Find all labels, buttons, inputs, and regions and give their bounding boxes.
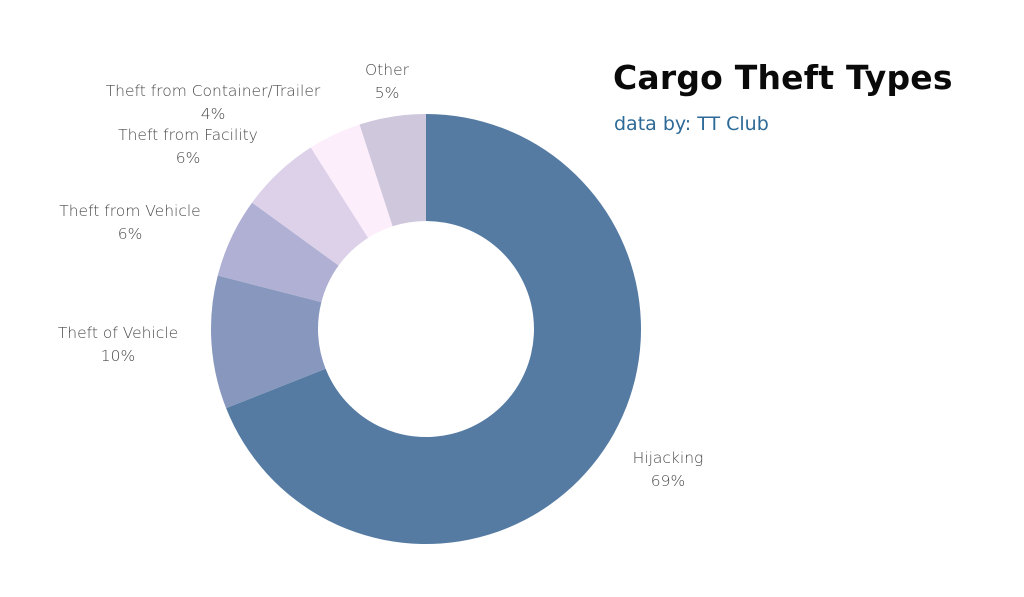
donut-slices xyxy=(211,114,641,544)
slice-category-label: Theft from Facility xyxy=(118,126,258,144)
slice-theft-from-vehicle xyxy=(217,202,339,303)
slice-label-theft-of-vehicle: Theft of Vehicle 10% xyxy=(58,324,178,365)
slice-value-label: 10% xyxy=(101,347,135,365)
slice-value-label: 6% xyxy=(176,149,201,167)
slice-theft-from-facility xyxy=(252,147,369,266)
slice-category-label: Other xyxy=(365,61,410,79)
slice-hijacking xyxy=(226,114,641,544)
slice-category-label: Theft from Vehicle xyxy=(59,202,200,220)
slice-value-label: 69% xyxy=(651,472,685,490)
slice-value-label: 5% xyxy=(375,84,400,102)
slice-other xyxy=(359,114,426,227)
slice-label-theft-from-vehicle: Theft from Vehicle 6% xyxy=(59,202,200,243)
chart-title: Cargo Theft Types xyxy=(613,58,953,97)
slice-category-label: Theft of Vehicle xyxy=(58,324,178,342)
slice-category-label: Theft from Container/Trailer xyxy=(106,82,321,100)
slice-label-theft-from-container-trailer: Theft from Container/Trailer 4% xyxy=(106,82,321,123)
slice-theft-of-vehicle xyxy=(211,275,326,409)
slice-theft-from-container-trailer xyxy=(310,124,393,238)
slice-labels: Hijacking 69% Theft of Vehicle 10% Theft fro… xyxy=(58,61,704,490)
chart-subtitle: data by: TT Club xyxy=(614,113,769,135)
slice-label-other: Other 5% xyxy=(365,61,410,102)
slice-label-hijacking: Hijacking 69% xyxy=(633,449,704,490)
slice-value-label: 4% xyxy=(201,105,226,123)
slice-category-label: Hijacking xyxy=(633,449,704,467)
slice-label-theft-from-facility: Theft from Facility 6% xyxy=(118,126,258,167)
slice-value-label: 6% xyxy=(118,225,143,243)
